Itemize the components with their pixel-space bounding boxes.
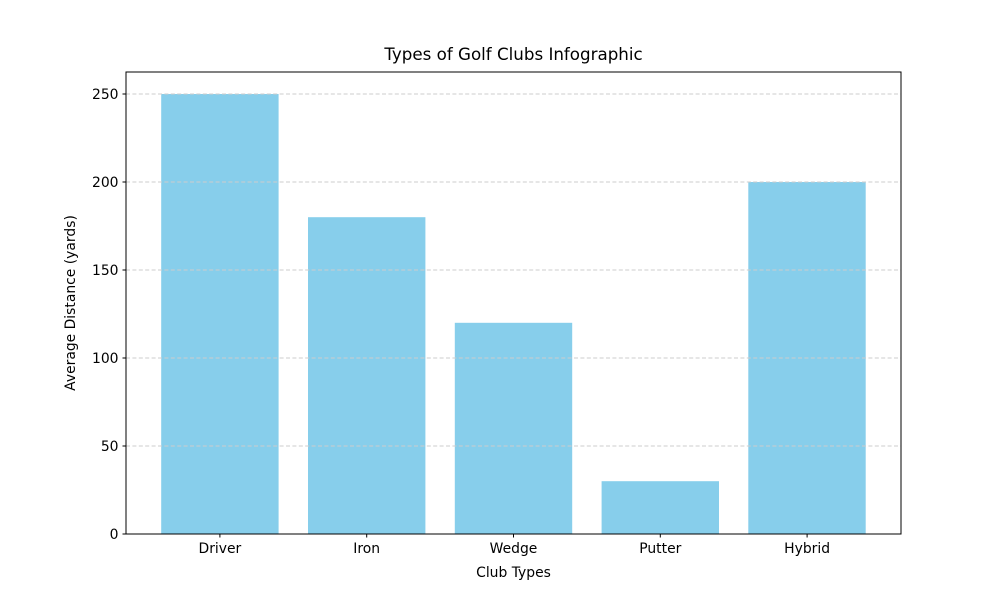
- x-tick-label-hybrid: Hybrid: [784, 541, 830, 557]
- bar-driver: [161, 94, 279, 534]
- y-tick-label: 250: [92, 87, 119, 103]
- y-tick-label: 0: [110, 527, 119, 543]
- x-tick-label-putter: Putter: [639, 541, 681, 557]
- bar-wedge: [454, 322, 573, 534]
- x-axis-label: Club Types: [476, 565, 551, 581]
- y-tick-label: 100: [92, 351, 119, 367]
- y-tick-label: 150: [92, 263, 119, 279]
- x-tick-label-iron: Iron: [353, 541, 380, 557]
- bar-putter: [601, 481, 719, 534]
- y-tick-label: 200: [92, 175, 119, 191]
- bar-iron: [308, 217, 426, 534]
- chart-title: Types of Golf Clubs Infographic: [383, 44, 642, 64]
- y-tick-label: 50: [101, 439, 119, 455]
- y-axis-label: Average Distance (yards): [63, 215, 79, 391]
- x-tick-label-driver: Driver: [199, 541, 242, 557]
- x-tick-label-wedge: Wedge: [490, 541, 538, 557]
